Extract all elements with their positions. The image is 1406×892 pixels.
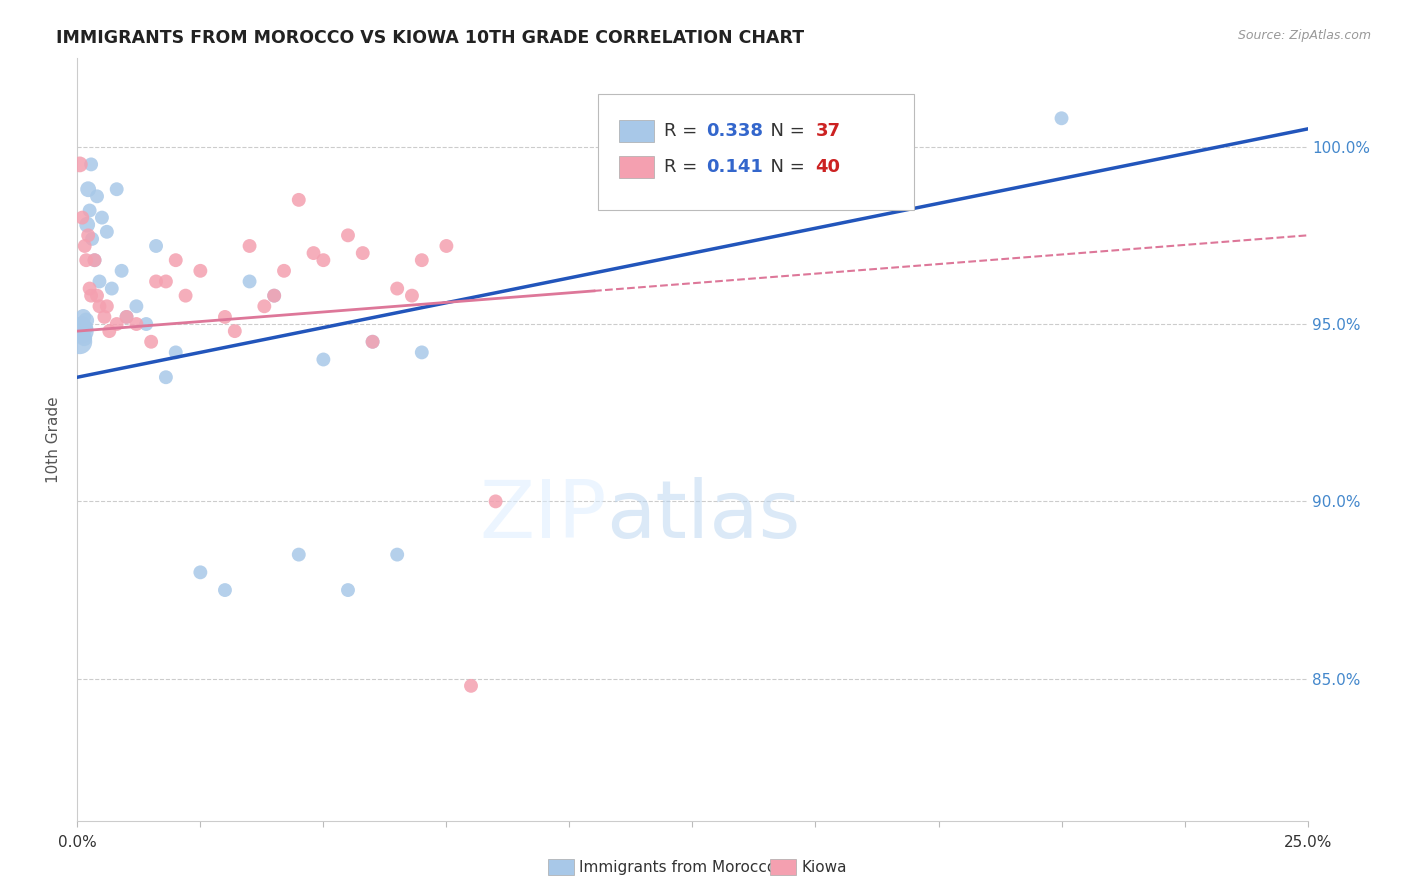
Text: atlas: atlas xyxy=(606,476,800,555)
Text: 37: 37 xyxy=(815,122,841,140)
Point xyxy=(1050,112,1073,126)
Point xyxy=(72,310,94,324)
Point xyxy=(411,345,433,359)
Point xyxy=(174,288,197,302)
Text: Kiowa: Kiowa xyxy=(801,860,846,874)
Point xyxy=(155,275,177,289)
Point xyxy=(263,288,285,302)
Point xyxy=(460,679,482,693)
Point xyxy=(337,228,360,243)
Text: Source: ZipAtlas.com: Source: ZipAtlas.com xyxy=(1237,29,1371,42)
Point xyxy=(190,264,212,278)
Point xyxy=(90,211,114,225)
Text: N =: N = xyxy=(759,158,811,176)
Point xyxy=(76,218,98,232)
Point xyxy=(79,203,101,218)
Point xyxy=(190,566,212,580)
Point xyxy=(105,182,128,196)
Point xyxy=(73,331,96,345)
Point xyxy=(263,288,285,302)
Point xyxy=(89,275,111,289)
Point xyxy=(361,334,384,349)
Point xyxy=(115,310,138,324)
Point xyxy=(288,193,311,207)
Point xyxy=(77,182,100,196)
Point xyxy=(312,253,335,268)
Point xyxy=(86,288,108,302)
Point xyxy=(155,370,177,384)
Point xyxy=(96,299,118,313)
Point xyxy=(125,317,148,331)
Point xyxy=(73,239,96,253)
Point xyxy=(253,299,276,313)
Point xyxy=(96,225,118,239)
Point xyxy=(98,324,121,338)
Text: R =: R = xyxy=(664,158,709,176)
Point xyxy=(89,299,111,313)
Y-axis label: 10th Grade: 10th Grade xyxy=(46,396,62,483)
Point xyxy=(125,299,148,313)
Text: IMMIGRANTS FROM MOROCCO VS KIOWA 10TH GRADE CORRELATION CHART: IMMIGRANTS FROM MOROCCO VS KIOWA 10TH GR… xyxy=(56,29,804,46)
Point xyxy=(115,310,138,324)
Point xyxy=(111,264,134,278)
Point xyxy=(312,352,335,367)
Point xyxy=(288,548,311,562)
Point xyxy=(105,317,128,331)
Point xyxy=(70,324,93,338)
Point xyxy=(224,324,246,338)
Point xyxy=(387,548,409,562)
Text: R =: R = xyxy=(664,122,709,140)
Point xyxy=(411,253,433,268)
Point xyxy=(86,189,108,203)
Point xyxy=(93,310,115,324)
Point xyxy=(214,310,236,324)
Text: 25.0%: 25.0% xyxy=(1284,835,1331,850)
Text: ZIP: ZIP xyxy=(479,476,606,555)
Point xyxy=(70,211,93,225)
Point xyxy=(145,239,167,253)
Point xyxy=(141,334,163,349)
Point xyxy=(82,232,104,246)
Point xyxy=(145,275,167,289)
Point xyxy=(239,239,262,253)
Text: 0.338: 0.338 xyxy=(706,122,763,140)
Point xyxy=(135,317,157,331)
Point xyxy=(401,288,423,302)
Point xyxy=(165,345,187,359)
Point xyxy=(101,281,124,295)
Point xyxy=(69,157,91,171)
Point xyxy=(75,320,97,334)
Point xyxy=(214,583,236,598)
Point xyxy=(75,313,97,327)
Text: Immigrants from Morocco: Immigrants from Morocco xyxy=(579,860,776,874)
Point xyxy=(361,334,384,349)
Point xyxy=(79,281,101,295)
Point xyxy=(273,264,295,278)
Point xyxy=(337,583,360,598)
Point xyxy=(239,275,262,289)
Text: 0.141: 0.141 xyxy=(706,158,762,176)
Point xyxy=(83,253,105,268)
Point xyxy=(352,246,374,260)
Text: 40: 40 xyxy=(815,158,841,176)
Text: 0.0%: 0.0% xyxy=(58,835,97,850)
Point xyxy=(485,494,508,508)
Point xyxy=(83,253,105,268)
Point xyxy=(302,246,325,260)
Point xyxy=(70,317,93,331)
Point xyxy=(436,239,458,253)
Point xyxy=(69,334,91,349)
Point xyxy=(75,253,97,268)
Point xyxy=(387,281,409,295)
Point xyxy=(77,228,100,243)
Point xyxy=(80,157,103,171)
Text: N =: N = xyxy=(759,122,811,140)
Point xyxy=(165,253,187,268)
Point xyxy=(80,288,103,302)
